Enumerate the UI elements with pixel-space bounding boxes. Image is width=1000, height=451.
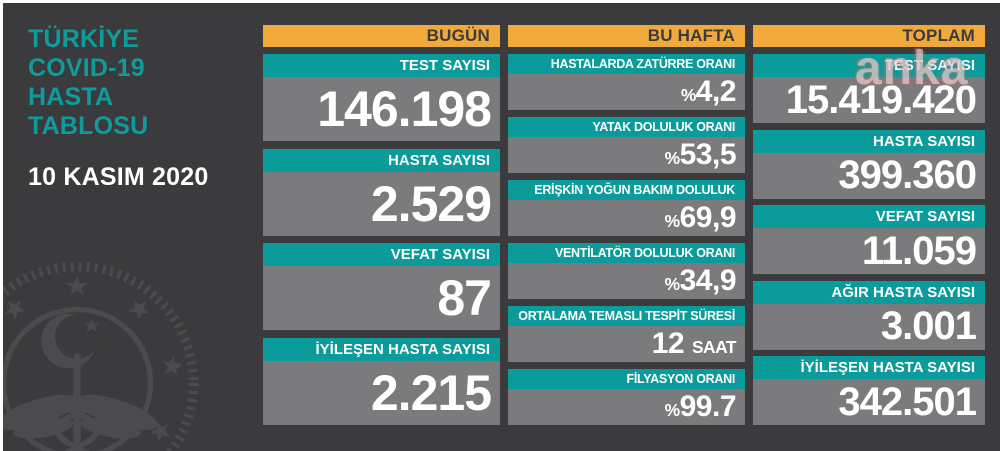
stat-label: YATAK DOLULUK ORANI (508, 117, 745, 137)
covid-dashboard: TÜRKİYE COVID-19 HASTA TABLOSU 10 KASIM … (3, 3, 1000, 451)
health-ministry-emblem-icon (3, 261, 199, 451)
page-title: TÜRKİYE COVID-19 HASTA TABLOSU (28, 25, 148, 141)
stat-label: ERİŞKİN YOĞUN BAKIM DOLULUK ORANI (508, 180, 745, 217)
column-header-today: BUGÜN (263, 25, 500, 47)
stat-value: %34,9 (508, 263, 745, 299)
stat-value: 399.360 (753, 152, 985, 199)
stat-block-today-recovered: İYİLEŞEN HASTA SAYISI 2.215 (263, 337, 500, 425)
page-title-line: TABLOSU (28, 112, 149, 140)
stat-block-bed-occupancy: YATAK DOLULUK ORANI %53,5 (508, 117, 745, 173)
stat-label: HASTA SAYISI (263, 148, 500, 172)
stat-block-ventilator-occupancy: VENTİLATÖR DOLULUK ORANI %34,9 (508, 243, 745, 299)
stat-block-today-cases: HASTA SAYISI 2.529 (263, 148, 500, 236)
column-header-this-week: BU HAFTA (508, 25, 745, 47)
stat-block-total-deaths: VEFAT SAYISI 11.059 (753, 205, 985, 274)
stat-label: HASTA SAYISI (753, 129, 985, 153)
stat-block-total-tests: TEST SAYISI 15.419.420 (753, 54, 985, 123)
caduceus-icon (3, 353, 158, 451)
stat-value: %69,9 (508, 200, 745, 236)
stat-label: İYİLEŞEN HASTA SAYISI (263, 337, 500, 361)
stat-label: İYİLEŞEN HASTA SAYISI (753, 356, 985, 379)
stat-label: VEFAT SAYISI (263, 243, 500, 267)
stat-label: VENTİLATÖR DOLULUK ORANI (508, 243, 745, 263)
stat-value: 11.059 (753, 228, 985, 274)
stat-block-icu-occupancy: ERİŞKİN YOĞUN BAKIM DOLULUK ORANI %69,9 (508, 180, 745, 236)
stat-value: 146.198 (263, 77, 500, 141)
stat-value: %53,5 (508, 137, 745, 173)
column-total-blocks: TEST SAYISI 15.419.420 HASTA SAYISI 399.… (753, 54, 985, 425)
page-title-line: COVID-19 (28, 54, 145, 82)
stat-value: 3.001 (753, 303, 985, 350)
stat-value: 2.215 (263, 360, 500, 425)
column-header-total: TOPLAM (753, 25, 985, 47)
stat-block-severe-cases: AĞIR HASTA SAYISI 3.001 (753, 280, 985, 350)
stat-label: AĞIR HASTA SAYISI (753, 280, 985, 304)
emblem-rope-circle (3, 261, 199, 451)
column-today-blocks: TEST SAYISI 146.198 HASTA SAYISI 2.529 V… (263, 54, 500, 425)
stat-label: ORTALAMA TEMASLI TESPİT SÜRESİ (508, 306, 745, 326)
stat-label: TEST SAYISI (753, 54, 985, 77)
column-today: BUGÜN TEST SAYISI 146.198 HASTA SAYISI 2… (263, 25, 500, 425)
sidebar: TÜRKİYE COVID-19 HASTA TABLOSU 10 KASIM … (3, 3, 261, 451)
stat-label: VEFAT SAYISI (753, 205, 985, 228)
column-this-week-blocks: HASTALARDA ZATÜRRE ORANI %4,2 YATAK DOLU… (508, 54, 745, 425)
stat-block-contact-tracing-time: ORTALAMA TEMASLI TESPİT SÜRESİ 12 SAAT (508, 306, 745, 362)
report-date: 10 KASIM 2020 (28, 163, 209, 191)
stat-label: FİLYASYON ORANI (508, 369, 745, 389)
stat-block-today-tests: TEST SAYISI 146.198 (263, 54, 500, 141)
stat-value: 15.419.420 (753, 77, 985, 123)
stat-value: %99.7 (508, 389, 745, 425)
emblem-inner-circle (3, 306, 154, 451)
stat-block-filiation-rate: FİLYASYON ORANI %99.7 (508, 369, 745, 425)
stat-block-today-deaths: VEFAT SAYISI 87 (263, 243, 500, 331)
stat-value: 12 SAAT (508, 326, 745, 362)
stat-label: HASTALARDA ZATÜRRE ORANI (508, 54, 745, 74)
column-this-week: BU HAFTA HASTALARDA ZATÜRRE ORANI %4,2 Y… (508, 25, 745, 425)
stat-block-total-recovered: İYİLEŞEN HASTA SAYISI 342.501 (753, 356, 985, 425)
stat-value: %4,2 (508, 74, 745, 110)
stat-value: 342.501 (753, 379, 985, 425)
page-title-line: TÜRKİYE (28, 25, 140, 53)
stat-value: 87 (263, 266, 500, 331)
stat-label: TEST SAYISI (263, 54, 500, 77)
stat-block-total-cases: HASTA SAYISI 399.360 (753, 129, 985, 199)
emblem-star-ring (3, 275, 183, 443)
crescent-star-icon (41, 313, 100, 369)
page-title-line: HASTA (28, 83, 114, 111)
stat-value: 2.529 (263, 171, 500, 236)
stat-block-pneumonia-rate: HASTALARDA ZATÜRRE ORANI %4,2 (508, 54, 745, 110)
column-total: TOPLAM TEST SAYISI 15.419.420 HASTA SAYI… (753, 25, 985, 425)
